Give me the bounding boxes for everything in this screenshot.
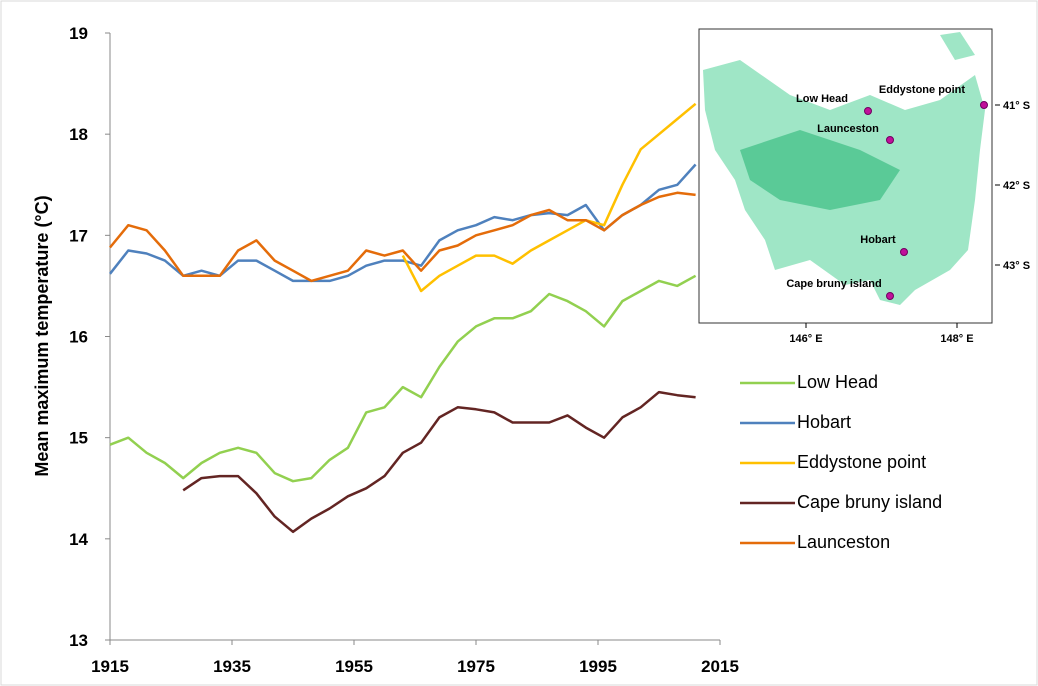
lon-label: 148° E <box>940 333 973 345</box>
station-marker <box>886 292 894 300</box>
x-tick-label: 1955 <box>335 657 373 676</box>
y-axis-label: Mean maximum temperature (°C) <box>32 195 52 476</box>
series-line <box>109 274 697 483</box>
station-marker <box>864 107 872 115</box>
y-tick-label: 18 <box>69 125 88 144</box>
station-label: Hobart <box>860 234 896 246</box>
y-tick-label: 16 <box>69 328 88 347</box>
highland <box>740 130 900 210</box>
y-tick-label: 14 <box>69 530 88 549</box>
station-label: Cape bruny island <box>786 278 881 290</box>
lat-label: 43° S <box>1003 260 1030 272</box>
y-tick-label: 15 <box>69 429 88 448</box>
y-tick-label: 17 <box>69 226 88 245</box>
station-label: Launceston <box>817 123 879 135</box>
lat-label: 41° S <box>1003 100 1030 112</box>
station-label: Low Head <box>796 93 848 105</box>
x-tick-label: 1975 <box>457 657 495 676</box>
x-tick-label: 1935 <box>213 657 251 676</box>
map-inset: Low Head Eddystone point Launceston Hobart C… <box>698 28 1030 345</box>
series-line <box>109 163 697 283</box>
station-marker <box>980 101 988 109</box>
series-line <box>401 102 697 293</box>
y-tick-label: 19 <box>69 24 88 43</box>
island <box>940 32 975 60</box>
x-tick-label: 1915 <box>91 657 129 676</box>
y-tick-label: 13 <box>69 631 88 650</box>
station-marker <box>886 136 894 144</box>
legend-label: Low Head <box>797 372 878 392</box>
lat-label: 42° S <box>1003 180 1030 192</box>
series-line <box>109 191 696 283</box>
station-label: Eddystone point <box>879 84 966 96</box>
legend-label: Cape bruny island <box>797 492 942 512</box>
legend-label: Hobart <box>797 412 851 432</box>
legend-label: Eddystone point <box>797 452 926 472</box>
series-line <box>182 390 696 534</box>
x-tick-label: 1995 <box>579 657 617 676</box>
x-tick-label: 2015 <box>701 657 739 676</box>
legend-label: Launceston <box>797 532 890 552</box>
station-marker <box>900 248 908 256</box>
lon-label: 146° E <box>789 333 822 345</box>
